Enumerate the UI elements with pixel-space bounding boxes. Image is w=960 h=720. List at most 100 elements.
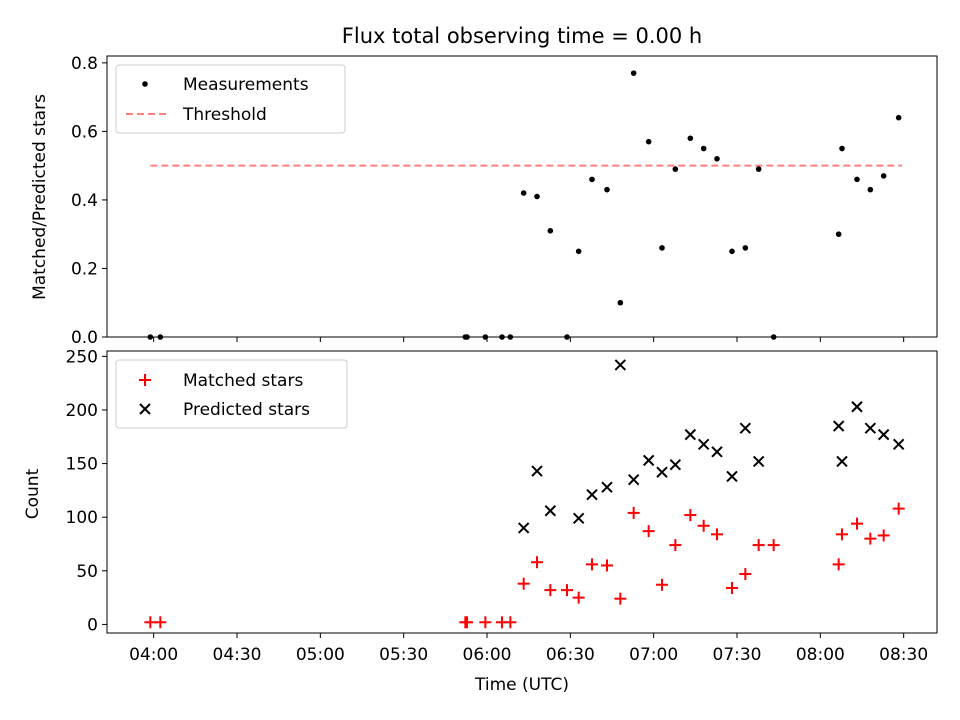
- measurement-point: [742, 245, 749, 251]
- measurement-point: [835, 231, 842, 237]
- predicted-star-point: [711, 446, 723, 458]
- measurement-point: [880, 173, 887, 179]
- x-tick-label: 07:00: [629, 645, 678, 665]
- measurement-point: [575, 248, 582, 255]
- matched-star-point: [154, 616, 167, 629]
- measurement-point: [714, 156, 720, 162]
- y-tick-label: 200: [66, 401, 98, 421]
- bottom-y-axis-label: Count: [23, 468, 43, 519]
- measurement-point: [672, 166, 679, 172]
- matched-star-point: [669, 539, 682, 552]
- legend-predicted-marker: [139, 403, 151, 415]
- x-tick-label: 06:00: [463, 645, 512, 665]
- legend-predicted-label: Predicted stars: [183, 400, 310, 420]
- y-tick-label: 50: [76, 562, 98, 582]
- y-tick-label: 250: [66, 347, 98, 367]
- measurement-point: [700, 145, 707, 152]
- y-tick-label: 0.6: [71, 122, 98, 142]
- predicted-star-point: [832, 420, 845, 432]
- matched-star-point: [832, 558, 845, 571]
- matched-star-point: [726, 581, 738, 594]
- measurement-point: [645, 138, 652, 145]
- predicted-star-point: [877, 428, 890, 441]
- top-x-axis: [153, 337, 905, 342]
- y-tick-label: 0.4: [71, 191, 98, 211]
- measurement-point: [630, 70, 637, 76]
- x-tick-label: 05:00: [296, 645, 345, 665]
- x-tick-label: 05:30: [379, 645, 428, 665]
- x-tick-label: 08:00: [796, 645, 845, 665]
- predicted-star-point: [656, 466, 668, 478]
- predicted-star-point: [864, 422, 877, 434]
- measurement-point: [854, 176, 860, 183]
- matched-star-point: [504, 616, 517, 629]
- legend-matched-marker: [139, 374, 151, 386]
- predicted-star-point: [726, 470, 738, 483]
- y-tick-label: 100: [66, 508, 98, 528]
- matched-star-point: [656, 578, 668, 591]
- y-tick-label: 150: [66, 455, 98, 475]
- predicted-star-point: [614, 359, 627, 371]
- measurement-point: [755, 166, 762, 172]
- predicted-star-point: [684, 428, 697, 441]
- top-panel: 0.00.20.40.60.8 Matched/Predicted stars …: [30, 54, 938, 348]
- top-y-axis-label: Matched/Predicted stars: [30, 94, 50, 300]
- predicted-star-point: [739, 422, 752, 434]
- matched-star-point: [601, 559, 613, 572]
- measurement-point: [729, 248, 735, 255]
- top-plot-area: [147, 70, 902, 340]
- top-axes-frame: [106, 55, 938, 338]
- measurement-point: [687, 135, 694, 142]
- x-tick-label: 04:30: [213, 645, 262, 665]
- matched-star-point: [877, 529, 890, 542]
- matched-star-point: [627, 506, 640, 519]
- matched-star-point: [479, 616, 492, 629]
- legend-matched-label: Matched stars: [183, 371, 303, 391]
- matched-star-point: [711, 528, 723, 541]
- measurement-point: [604, 186, 610, 193]
- top-y-axis: 0.0 0.2 0.4 0.6 0.8: [71, 54, 107, 348]
- predicted-star-point: [531, 465, 543, 477]
- matched-star-point: [684, 509, 697, 522]
- matched-star-point: [586, 558, 598, 571]
- measurement-point: [895, 114, 902, 121]
- measurement-point: [589, 176, 595, 183]
- x-tick-label: 07:30: [713, 645, 762, 665]
- predicted-star-point: [586, 488, 598, 501]
- predicted-star-point: [544, 505, 557, 517]
- predicted-star-point: [851, 401, 863, 413]
- matched-star-point: [531, 556, 543, 569]
- top-legend: Measurements Threshold: [115, 64, 346, 134]
- predicted-star-point: [752, 455, 765, 468]
- predicted-star-point: [572, 512, 585, 524]
- matched-star-point: [561, 584, 573, 597]
- x-tick-label: 08:30: [879, 645, 928, 665]
- matched-star-point: [892, 502, 905, 515]
- matched-star-point: [697, 519, 710, 532]
- measurement-point: [659, 245, 665, 251]
- matched-star-point: [572, 591, 585, 604]
- matched-star-point: [836, 528, 848, 541]
- y-tick-label: 0.0: [71, 328, 98, 348]
- bottom-axes-frame: [106, 350, 938, 634]
- y-tick-label: 0: [87, 615, 98, 635]
- matched-star-point: [851, 517, 863, 530]
- x-axis-label: Time (UTC): [474, 675, 569, 695]
- x-tick-label: 04:00: [129, 645, 178, 665]
- bottom-y-axis: 0 50 100 150 200 250: [66, 347, 107, 635]
- y-tick-label: 0.8: [71, 54, 98, 74]
- predicted-star-point: [642, 454, 655, 467]
- chart-title: Flux total observing time = 0.00 h: [342, 24, 702, 48]
- predicted-star-point: [892, 438, 905, 450]
- bottom-panel: 0 50 100 150 200 250 04:00 04:30 05:00 05:30 06:0…: [23, 347, 938, 695]
- predicted-star-point: [601, 481, 613, 493]
- legend-threshold-label: Threshold: [182, 105, 267, 125]
- measurement-point: [867, 186, 874, 193]
- matched-star-point: [642, 525, 655, 538]
- predicted-star-point: [517, 522, 530, 534]
- matched-star-point: [739, 568, 752, 581]
- predicted-star-point: [836, 455, 848, 468]
- measurement-point: [839, 145, 845, 152]
- matched-star-point: [461, 616, 473, 629]
